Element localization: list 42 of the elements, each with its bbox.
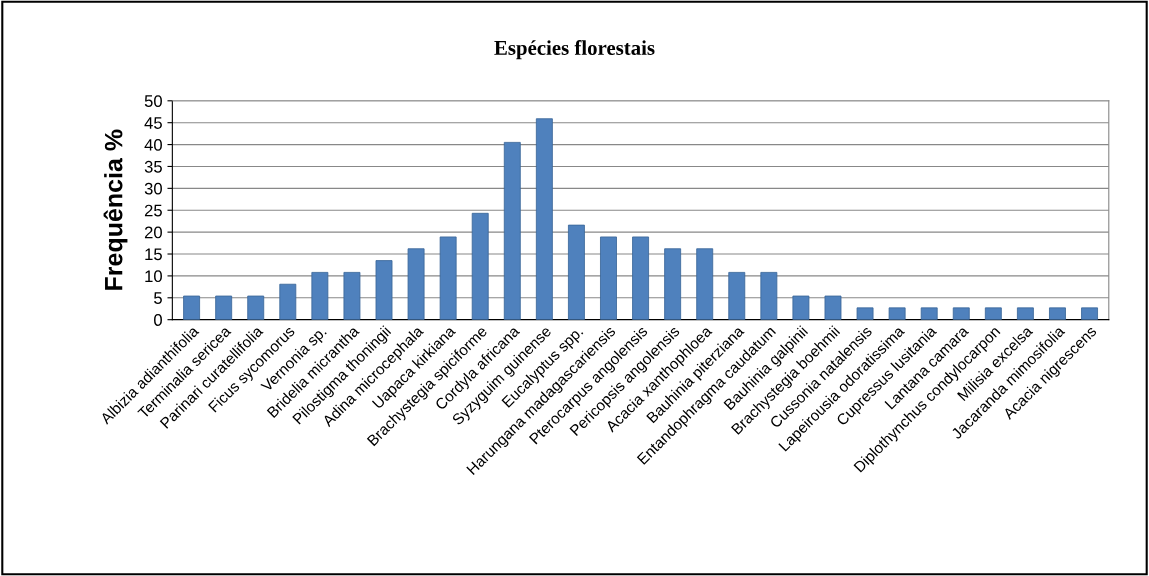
bar bbox=[375, 260, 393, 320]
bar bbox=[567, 224, 585, 320]
y-tick-label: 5 bbox=[154, 292, 162, 304]
y-tick-label: 0 bbox=[154, 314, 162, 326]
bar bbox=[247, 295, 265, 320]
y-tick-label: 50 bbox=[144, 95, 162, 107]
y-tick-label: 10 bbox=[145, 270, 162, 283]
y-tick-label: 35 bbox=[144, 160, 162, 173]
bar bbox=[215, 295, 233, 320]
bar bbox=[984, 307, 1002, 320]
bar bbox=[407, 248, 425, 320]
bar bbox=[952, 307, 970, 320]
bar bbox=[632, 236, 649, 320]
bar bbox=[728, 271, 746, 320]
bar bbox=[1016, 307, 1034, 320]
y-tick-label: 40 bbox=[144, 138, 162, 151]
bar bbox=[183, 295, 201, 320]
bar bbox=[279, 283, 297, 320]
y-tick-label: 25 bbox=[144, 204, 162, 217]
bar bbox=[471, 212, 489, 320]
bar bbox=[503, 141, 521, 320]
bar bbox=[824, 295, 842, 320]
y-tick-label: 45 bbox=[144, 117, 162, 129]
y-axis-title: Frequência % bbox=[103, 129, 128, 290]
bar bbox=[792, 295, 810, 320]
bar bbox=[1049, 307, 1066, 320]
y-tick-label: 20 bbox=[144, 226, 162, 239]
bar bbox=[888, 307, 906, 320]
bar bbox=[311, 271, 329, 320]
bar bbox=[343, 271, 361, 320]
bar bbox=[664, 248, 682, 320]
bar bbox=[535, 118, 553, 320]
chart-title: Espécies florestais bbox=[494, 40, 655, 60]
bar bbox=[600, 236, 617, 320]
y-tick-label: 30 bbox=[144, 182, 162, 195]
bar bbox=[696, 248, 714, 320]
bar bbox=[1081, 307, 1098, 320]
bar bbox=[760, 271, 778, 320]
bar bbox=[920, 307, 938, 320]
y-tick-label: 15 bbox=[145, 248, 162, 261]
bar bbox=[439, 236, 457, 320]
bar bbox=[856, 307, 874, 320]
